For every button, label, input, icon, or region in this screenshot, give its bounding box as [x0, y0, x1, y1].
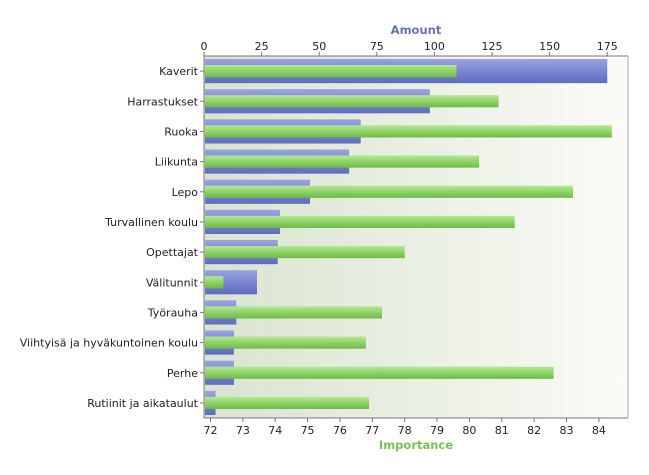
- importance-bar: [205, 185, 573, 198]
- category-label: Turvallinen koulu: [104, 216, 198, 229]
- top-tick-label: 100: [424, 40, 445, 53]
- bottom-tick-label: 83: [560, 424, 574, 437]
- category-labels: Kaverit Harrastukset Ruoka Liikunta Lepo Turv…: [20, 65, 204, 410]
- importance-bar: [205, 95, 499, 108]
- importance-bar: [205, 366, 554, 379]
- importance-series: [205, 65, 612, 409]
- bottom-tick-label: 80: [462, 424, 476, 437]
- top-axis-ticks: 0 25 50 75 100 125 150 175: [201, 40, 618, 56]
- bottom-tick-label: 74: [268, 424, 282, 437]
- category-label: Ruoka: [164, 125, 198, 138]
- top-tick-label: 25: [255, 40, 269, 53]
- bottom-tick-label: 77: [365, 424, 379, 437]
- category-label: Kaverit: [159, 65, 199, 78]
- category-label: Rutiinit ja aikataulut: [87, 397, 198, 410]
- bottom-tick-label: 75: [301, 424, 315, 437]
- top-tick-label: 0: [201, 40, 208, 53]
- top-tick-label: 75: [370, 40, 384, 53]
- bottom-tick-label: 79: [430, 424, 444, 437]
- top-tick-label: 50: [312, 40, 326, 53]
- top-tick-label: 175: [597, 40, 618, 53]
- top-axis-title: Amount: [391, 23, 442, 37]
- category-label: Työrauha: [147, 306, 198, 319]
- top-tick-label: 125: [482, 40, 503, 53]
- importance-bar: [205, 306, 383, 319]
- bottom-tick-label: 73: [236, 424, 250, 437]
- bottom-axis-ticks: 72 73 74 75 76 77 78 79 80 81 82 83 84: [203, 418, 606, 437]
- category-label: Liikunta: [155, 156, 198, 169]
- importance-bar: [205, 215, 515, 228]
- importance-bar: [205, 125, 612, 138]
- bottom-tick-label: 72: [203, 424, 217, 437]
- top-tick-label: 150: [539, 40, 560, 53]
- importance-bar: [205, 276, 224, 289]
- importance-bar: [205, 155, 480, 168]
- importance-bar: [205, 336, 366, 349]
- importance-bar: [205, 246, 405, 259]
- bottom-tick-label: 76: [333, 424, 347, 437]
- bottom-tick-label: 84: [592, 424, 606, 437]
- category-label: Lepo: [172, 186, 199, 199]
- bottom-tick-label: 81: [495, 424, 509, 437]
- bottom-tick-label: 78: [398, 424, 412, 437]
- plot-area: [204, 56, 628, 418]
- importance-bar: [205, 396, 370, 409]
- importance-bar: [205, 65, 457, 78]
- bottom-axis-title: Importance: [379, 438, 453, 452]
- category-label: Perhe: [167, 367, 198, 380]
- category-label: Välitunnit: [146, 276, 199, 289]
- category-label: Viihtyisä ja hyväkuntoinen koulu: [20, 337, 198, 350]
- category-label: Opettajat: [146, 246, 199, 259]
- bottom-tick-label: 82: [527, 424, 541, 437]
- category-label: Harrastukset: [127, 95, 198, 108]
